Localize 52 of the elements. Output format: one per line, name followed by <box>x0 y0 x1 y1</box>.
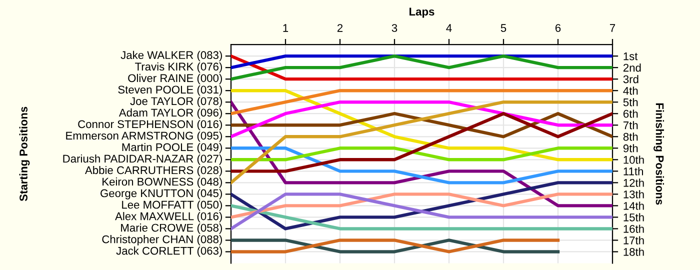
x-axis-title: Laps <box>410 8 434 18</box>
series-label: George KNUTTON (045) <box>100 189 222 200</box>
line-series <box>231 100 612 184</box>
x-tick-label: 6 <box>555 24 561 32</box>
series-label: Marie CROWE (058) <box>121 224 222 234</box>
line-series <box>231 100 612 138</box>
y-tick-label: 9th <box>623 144 638 152</box>
series-label: Martin POOLE (049) <box>122 142 222 154</box>
x-tick-label: 1 <box>283 24 288 32</box>
series-label: Connor STEPHENSON (016) <box>78 120 222 130</box>
line-series <box>231 181 612 230</box>
y-tick-label: 11th <box>624 167 643 176</box>
line-series <box>231 112 612 173</box>
x-tick-label: 7 <box>610 24 616 32</box>
series-label: Emmerson ARMSTRONG (095) <box>66 131 222 142</box>
y-tick-label: 7th <box>623 121 638 130</box>
series-label: Abbie CARRUTHERS (028) <box>84 166 222 176</box>
y-tick-label: 14th <box>624 202 644 210</box>
y-tick-label: 8th <box>623 132 638 141</box>
series-label: Alex MAXWELL (016) <box>115 212 222 222</box>
y-axis-title: Finishing Positions <box>654 103 664 205</box>
series-label: Adam TAYLOR (096) <box>118 108 222 119</box>
series-label: Jake WALKER (083) <box>120 50 222 62</box>
y-tick-label: 5th <box>623 98 638 106</box>
series-label: Lee MOFFATT (050) <box>122 200 222 211</box>
x-tick-label: 3 <box>392 24 398 32</box>
x-tick-label: 4 <box>446 24 452 32</box>
series-label: Travis KIRK (076) <box>135 62 222 73</box>
y-tick-label: 2nd <box>623 64 641 72</box>
line-series <box>231 192 612 230</box>
x-tick-label: 5 <box>500 24 506 32</box>
y-tick-label: 17th <box>624 236 644 244</box>
line-series <box>231 88 612 162</box>
series-label: Dariush PADIDAR-NAZAR (027) <box>63 154 222 165</box>
y-tick-label: 13th <box>624 190 644 198</box>
y-tick-label: 3rd <box>623 75 638 84</box>
y-tick-label: 10th <box>624 156 644 164</box>
y-tick-label: 15th <box>624 213 644 222</box>
series-label: Jack CORLETT (063) <box>116 246 222 257</box>
series-label: Oliver RAINE (000) <box>128 74 222 84</box>
y-tick-label: 1st <box>624 52 638 60</box>
series-label: Keiron BOWNESS (048) <box>102 178 222 188</box>
series-label: Christopher CHAN (088) <box>102 235 222 246</box>
y-tick-label: 6th <box>623 110 638 118</box>
series-label: Steven POOLE (031) <box>118 85 222 96</box>
y-tick-label: 16th <box>624 224 644 233</box>
series-label: Joe TAYLOR (078) <box>130 96 222 108</box>
y-tick-label: 12th <box>624 178 644 187</box>
text: Starting Positions <box>19 106 30 202</box>
y-tick-label: 18th <box>624 248 644 256</box>
x-tick-label: 2 <box>337 24 343 32</box>
y-tick-label: 4th <box>623 86 638 95</box>
